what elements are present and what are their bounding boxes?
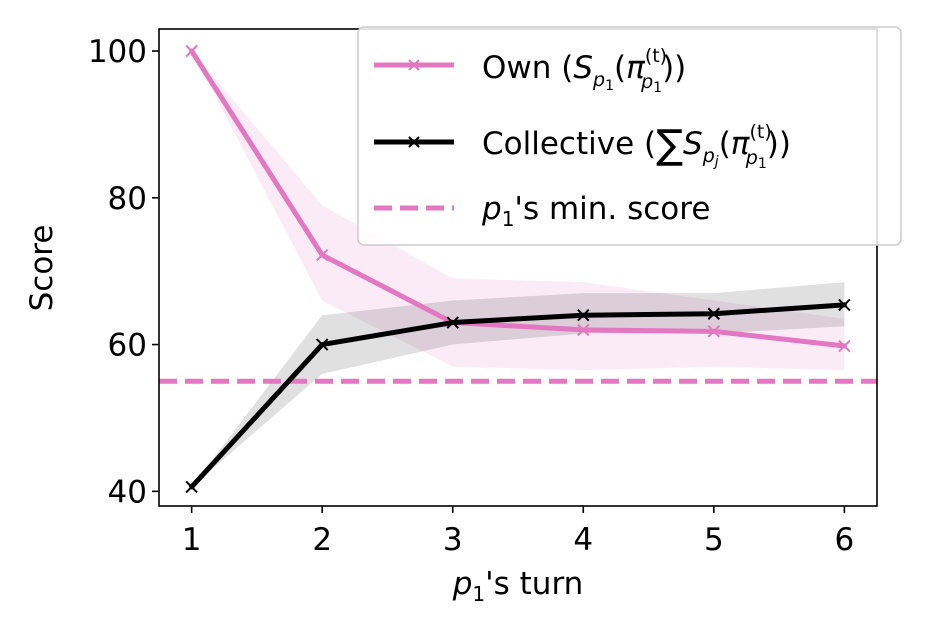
legend-own-marker bbox=[408, 59, 420, 71]
series-1-point-6 bbox=[838, 298, 851, 312]
x-tick-label: 1 bbox=[182, 522, 202, 558]
series-1-point-4 bbox=[577, 308, 590, 322]
legend-own-label: Own (Sp1(π(t) p1)) bbox=[482, 45, 686, 96]
plot-area bbox=[159, 44, 877, 494]
series-0-line bbox=[189, 48, 847, 349]
x-tick-label: 6 bbox=[834, 522, 854, 558]
legend-entry-own: Own (Sp1(π(t) p1)) bbox=[374, 45, 686, 96]
series-1-point-2 bbox=[315, 338, 329, 351]
legend-min-score-label: p1's min. score bbox=[481, 191, 710, 231]
legend-entry-collective: Collective (∑Spj(π(t) p1)) bbox=[374, 121, 791, 172]
y-tick-label: 40 bbox=[108, 474, 147, 510]
x-tick-label: 5 bbox=[704, 522, 724, 558]
x-axis-title: p1's turn bbox=[452, 566, 584, 606]
series-0-point-1 bbox=[185, 44, 198, 58]
legend-collective-marker bbox=[408, 136, 420, 148]
legend: Own (Sp1(π(t) p1)) Collective (∑Spj(π(t) p… bbox=[357, 26, 902, 246]
series-1-point-3 bbox=[446, 316, 459, 329]
series-0-point-4 bbox=[577, 323, 590, 337]
legend-entry-min-score: p1's min. score bbox=[374, 191, 710, 231]
y-tick-label: 80 bbox=[108, 181, 147, 217]
legend-collective-label: Collective (∑Spj(π(t) p1)) bbox=[482, 121, 791, 172]
x-tick-label: 3 bbox=[443, 522, 463, 558]
x-tick-label: 2 bbox=[312, 522, 332, 558]
legend-box bbox=[357, 26, 902, 246]
series-0-point-5 bbox=[707, 325, 721, 338]
series-0-confidence-band bbox=[191, 51, 845, 371]
y-tick-label: 60 bbox=[108, 328, 147, 364]
series-1-point-1 bbox=[185, 480, 198, 494]
series-0-point-6 bbox=[838, 339, 851, 353]
series-1-line bbox=[189, 302, 847, 490]
axis-ticks: 1 2 3 4 5 6 40 60 80 100 bbox=[88, 34, 854, 558]
y-tick-label: 100 bbox=[88, 34, 147, 70]
y-axis-title: Score bbox=[24, 225, 60, 312]
series-1-point-5 bbox=[707, 307, 721, 320]
series-0-point-2 bbox=[315, 248, 329, 262]
x-tick-label: 4 bbox=[573, 522, 593, 558]
